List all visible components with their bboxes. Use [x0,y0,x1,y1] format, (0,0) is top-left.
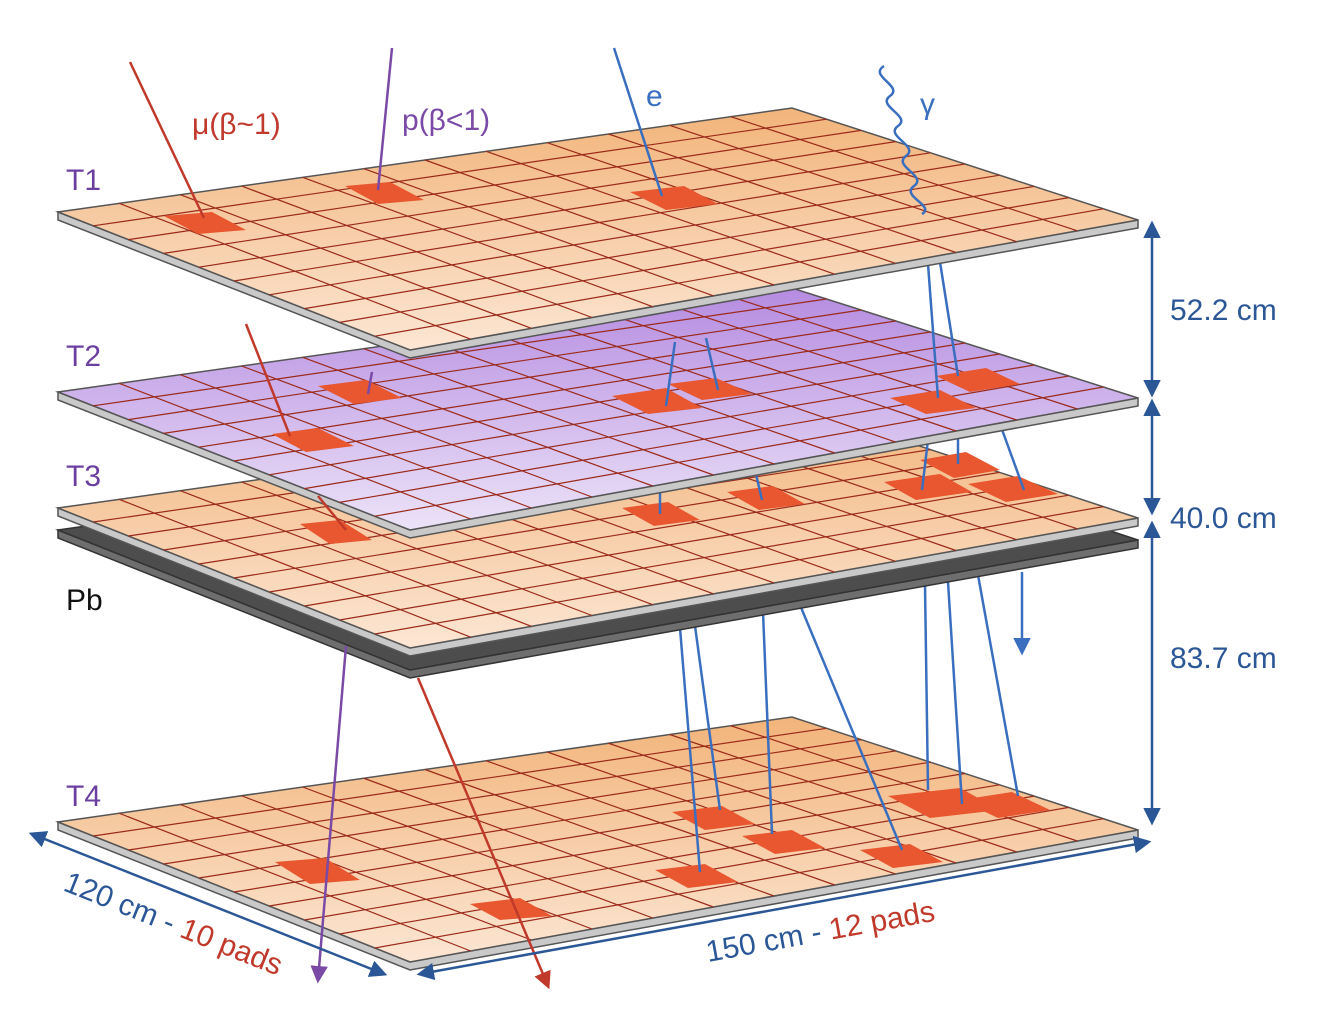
plane-t1-hits [164,182,718,234]
photon-shower-track [946,581,964,805]
plane-t1-grid [93,116,1104,340]
plane-label-t3: T3 [66,460,101,493]
dim-label-t3-t4: 83.7 cm [1170,642,1277,675]
dim-label-t1-t2: 52.2 cm [1170,294,1277,327]
electron-shower-track [664,341,677,407]
muon-label: μ(β~1) [192,108,281,141]
pad-grid-line [424,159,775,286]
electron-label: e [646,80,663,113]
pad-grid-line [118,202,471,340]
width-length: 150 cm [703,919,806,969]
pad-grid-line [547,142,896,264]
pad-grid-line [608,133,957,254]
muon-track-in [128,61,206,219]
depth-pads: 10 pads [176,912,287,982]
hit-pad [345,182,424,204]
pad-grid-line [241,185,593,319]
plane-label-t4: T4 [66,780,101,813]
pad-grid-line [669,124,1017,243]
tracks-upper [664,261,960,407]
pad-grid-line [730,725,1078,842]
dim-arrow-depth [28,831,388,977]
plane-label-t1: T1 [66,164,101,197]
photon-wave [878,64,927,216]
hit-pad [888,788,1000,818]
electron-shower-track [798,604,904,851]
pad-grid-line [608,313,957,432]
hit-pad [968,476,1058,502]
photon-label: γ [920,88,935,121]
pad-grid-line [669,733,1017,853]
pad-grid-line [302,176,653,308]
plane-label-pb: Pb [66,584,103,617]
pad-grid-line [118,498,471,638]
hit-pad [318,380,402,404]
hit-pad [630,186,718,210]
pad-grid-line [730,296,1078,410]
electron-shower-track [693,625,722,811]
muon-track-t2 [244,323,292,437]
hit-pad [612,388,702,414]
muon-track-t3 [317,495,347,531]
pad-grid-line [363,168,714,297]
electron-shower-track [704,337,720,391]
hit-pad [890,390,976,414]
plane-t2-grid [93,296,1104,520]
dimension-arrows [28,220,1161,981]
hit-pad [164,212,246,234]
hit-pad [884,474,972,500]
pad-grid-line [180,194,532,329]
plane-label-t2: T2 [66,340,101,373]
electron-shower-track [678,627,702,873]
proton-track-t2 [366,371,374,395]
pad-grid-line [241,481,593,617]
electron-shower-track [761,611,774,835]
pad-grid-line [180,374,532,509]
plane-t1 [55,107,1139,359]
pad-grid-line [241,365,593,498]
hit-pad [668,378,752,400]
photon-shower-track [998,423,1026,491]
width-separator: - [800,914,832,951]
photon-shower-track [926,263,940,399]
photon-shower-track [920,439,930,491]
photon-shower-track [976,574,1020,797]
proton-track-in [376,47,394,191]
pad-grid-line [363,348,714,476]
proton-label: p(β<1) [402,104,490,137]
plane-t2 [55,287,1139,539]
pad-grid-line [730,116,1078,232]
dim-label-t2-t3: 40.0 cm [1170,502,1277,535]
photon-shower-track [938,261,960,377]
depth-length: 120 cm [59,866,163,933]
hit-pad [300,520,372,544]
pad-grid-line [424,339,775,465]
hit-pad [920,452,1000,478]
pad-grid-line [485,150,835,275]
tracks-lower [678,572,1031,873]
hit-pad [672,806,755,830]
hit-pad [960,792,1050,818]
pad-grid-line [118,382,471,520]
width-pads: 12 pads [826,895,937,947]
dim-arrow-width [416,835,1152,981]
pad-grid-line [302,356,653,487]
photon-shower-track [923,584,930,791]
electron-track-in [612,47,664,197]
pad-grid-line [180,490,532,627]
hit-pad [727,486,805,510]
hit-pad [272,428,354,452]
